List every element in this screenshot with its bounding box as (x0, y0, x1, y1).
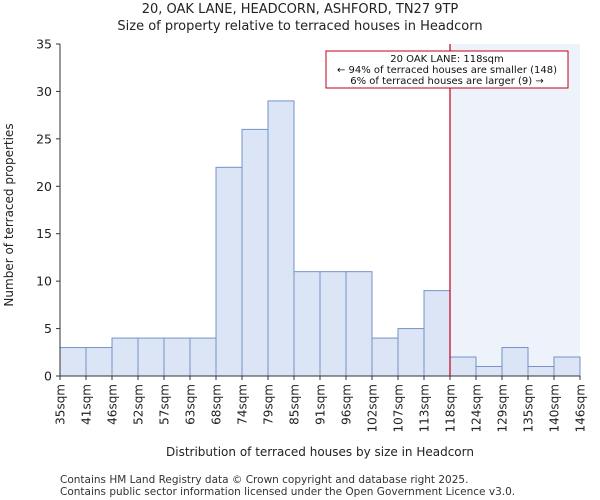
y-axis-label: Number of terraced properties (2, 123, 16, 306)
x-tick-label-96sqm: 96sqm (340, 384, 354, 425)
histogram-chart: 0 5 10 15 20 25 30 35 35sqm 41sqm 46sqm 52sqm 57sqm 6… (2, 37, 588, 460)
bar-124sqm (475, 366, 503, 377)
x-tick-label-91sqm: 91sqm (314, 384, 328, 425)
x-tick-label-135sqm: 135sqm (522, 384, 536, 432)
y-tick-label-35: 35 (36, 37, 52, 52)
bar-102sqm (371, 337, 399, 377)
annotation-line-2: ← 94% of terraced houses are smaller (14… (337, 65, 557, 76)
chart-title: 20, OAK LANE, HEADCORN, ASHFORD, TN27 9T… (141, 2, 459, 17)
bar-140sqm (553, 356, 581, 377)
x-axis-label: Distribution of terraced houses by size … (166, 445, 474, 459)
bar-35sqm (59, 347, 87, 377)
bar-57sqm (163, 337, 191, 377)
bar-52sqm (137, 337, 165, 377)
bar-96sqm (345, 271, 373, 377)
x-tick-label-41sqm: 41sqm (80, 384, 94, 425)
x-tick-label-46sqm: 46sqm (106, 384, 120, 425)
y-tick-label-10: 10 (36, 274, 52, 289)
x-tick-label-68sqm: 68sqm (210, 384, 224, 425)
bar-63sqm (189, 337, 217, 377)
y-tick-label-15: 15 (36, 226, 52, 241)
larger-region-shade (450, 44, 580, 376)
x-tick-label-74sqm: 74sqm (236, 384, 250, 425)
chart-subtitle: Size of property relative to terraced ho… (117, 19, 483, 34)
x-tick-label-35sqm: 35sqm (54, 384, 68, 425)
bar-107sqm (397, 328, 425, 377)
bar-68sqm (215, 166, 243, 377)
x-tick-label-124sqm: 124sqm (470, 384, 484, 432)
y-tick-label-0: 0 (44, 369, 52, 384)
x-tick-label-113sqm: 113sqm (418, 384, 432, 432)
x-tick-label-129sqm: 129sqm (496, 384, 510, 432)
bar-41sqm (85, 347, 113, 377)
bar-74sqm (241, 128, 269, 377)
bar-113sqm (423, 290, 451, 377)
bar-79sqm (267, 100, 295, 377)
footer-line-2: Contains public sector information licen… (60, 486, 516, 498)
x-tick-label-79sqm: 79sqm (262, 384, 276, 425)
bar-91sqm (319, 271, 347, 377)
x-tick-label-102sqm: 102sqm (366, 384, 380, 432)
x-tick-label-107sqm: 107sqm (392, 384, 406, 432)
x-tick-label-52sqm: 52sqm (132, 384, 146, 425)
x-tick-label-140sqm: 140sqm (548, 384, 562, 432)
bar-46sqm (111, 337, 139, 377)
annotation-box: 20 OAK LANE: 118sqm ← 94% of terraced ho… (325, 50, 569, 89)
bar-129sqm (501, 347, 529, 377)
x-tick-label-118sqm: 118sqm (444, 384, 458, 432)
y-tick-label-5: 5 (44, 321, 52, 336)
bar-118sqm (449, 356, 477, 377)
y-tick-label-20: 20 (36, 179, 52, 194)
footer-line-1: Contains HM Land Registry data © Crown c… (60, 474, 469, 486)
bar-135sqm (527, 366, 555, 377)
x-tick-label-57sqm: 57sqm (158, 384, 172, 425)
x-tick-label-146sqm: 146sqm (574, 384, 588, 432)
annotation-line-3: 6% of terraced houses are larger (9) → (350, 76, 544, 87)
annotation-line-1: 20 OAK LANE: 118sqm (390, 54, 504, 65)
bar-85sqm (293, 271, 321, 377)
x-tick-label-85sqm: 85sqm (288, 384, 302, 425)
x-tick-label-63sqm: 63sqm (184, 384, 198, 425)
y-tick-label-25: 25 (36, 131, 52, 146)
y-tick-label-30: 30 (36, 84, 52, 99)
